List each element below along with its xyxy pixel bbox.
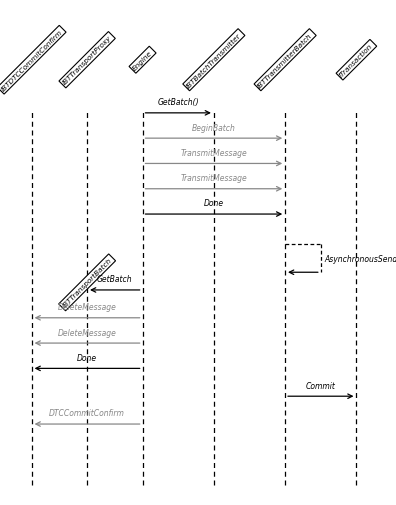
Text: IBTBatchTransmitter: IBTBatchTransmitter	[185, 32, 242, 89]
Text: BeginBatch: BeginBatch	[192, 123, 236, 132]
Text: TransmitMessage: TransmitMessage	[181, 174, 247, 183]
Text: IBTTransportBatch: IBTTransportBatch	[61, 257, 113, 309]
Text: DeleteMessage: DeleteMessage	[58, 302, 116, 312]
Text: TransmitMessage: TransmitMessage	[181, 148, 247, 158]
Text: IBTTransmitterBatch: IBTTransmitterBatch	[257, 32, 314, 89]
Text: AsynchronousSend: AsynchronousSend	[325, 255, 396, 263]
Text: IBTTransportProxy: IBTTransportProxy	[61, 35, 113, 86]
Text: Done: Done	[204, 199, 224, 208]
Text: IBTDTCCommitConfirm: IBTDTCCommitConfirm	[0, 29, 63, 92]
Text: ITransaction: ITransaction	[339, 43, 374, 78]
Text: Done: Done	[77, 353, 97, 362]
Text: DTCCommitConfirm: DTCCommitConfirm	[49, 409, 125, 418]
Text: Commit: Commit	[306, 381, 336, 390]
Text: Engine: Engine	[131, 49, 154, 72]
Text: GetBatch: GetBatch	[97, 275, 133, 284]
Text: GetBatch(): GetBatch()	[157, 98, 199, 107]
Text: DeleteMessage: DeleteMessage	[58, 328, 116, 337]
